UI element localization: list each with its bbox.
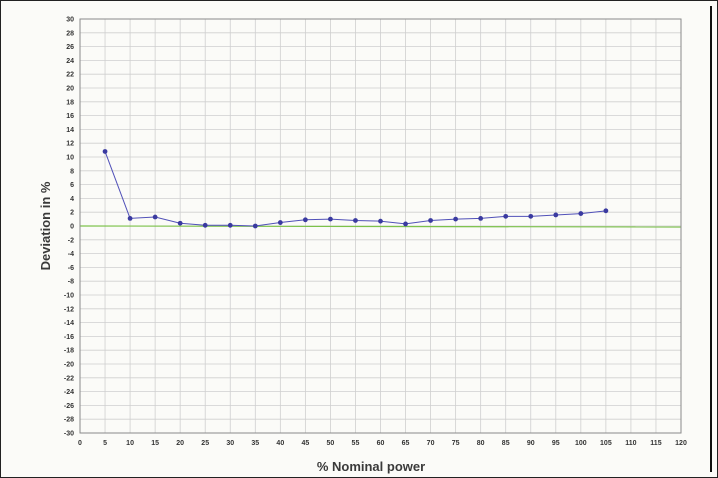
data-point (578, 211, 584, 216)
frame-right-edge (710, 6, 712, 472)
y-tick-label: 12 (66, 141, 74, 148)
data-point (478, 216, 484, 221)
data-point (102, 149, 108, 154)
y-tick-label: -20 (64, 362, 74, 369)
x-tick-label: 5 (103, 440, 107, 447)
data-point (202, 222, 208, 228)
data-point (553, 212, 559, 218)
x-axis-title: % Nominal power (317, 459, 425, 474)
y-tick-labels: 302826242220181614121086420-2-4-6-8-10-1… (64, 17, 74, 438)
x-tick-label: 95 (552, 440, 560, 447)
x-tick-label: 25 (201, 440, 209, 447)
x-tick-label: 65 (402, 440, 410, 447)
y-tick-label: -2 (68, 237, 74, 244)
x-tick-label: 30 (226, 440, 234, 447)
y-tick-label: 16 (66, 113, 74, 120)
x-tick-label: 55 (352, 440, 360, 447)
y-tick-label: 0 (70, 224, 74, 231)
x-tick-label: 105 (600, 440, 612, 447)
data-point (227, 222, 233, 228)
y-tick-label: -6 (68, 265, 74, 272)
data-point (453, 216, 459, 222)
data-point (528, 213, 534, 219)
x-tick-label: 85 (502, 440, 510, 447)
y-tick-label: 14 (66, 127, 74, 134)
y-tick-label: -22 (64, 375, 74, 382)
x-tick-label: 80 (477, 440, 485, 447)
data-point (302, 217, 308, 223)
data-point (428, 218, 433, 223)
y-tick-label: -16 (64, 334, 74, 341)
data-point (403, 221, 408, 227)
y-tick-label: 26 (66, 44, 74, 51)
zero-line (79, 225, 682, 228)
y-tick-label: 8 (70, 168, 74, 175)
x-tick-label: 10 (126, 440, 134, 447)
data-point (378, 218, 383, 224)
data-point (503, 213, 509, 219)
data-point (252, 223, 258, 229)
y-tick-label: 30 (66, 17, 74, 24)
x-tick-label: 90 (527, 440, 535, 447)
y-tick-label: -8 (68, 279, 74, 286)
y-tick-label: 4 (70, 196, 74, 203)
y-tick-label: -12 (64, 306, 74, 313)
x-tick-label: 75 (452, 440, 460, 447)
plot-area-border (79, 18, 682, 434)
x-tick-label: 120 (675, 440, 687, 447)
y-tick-label: -24 (64, 389, 74, 396)
y-tick-label: 6 (70, 182, 74, 189)
x-tick-label: 35 (251, 440, 259, 447)
x-tick-label: 115 (650, 440, 661, 447)
y-tick-label: 18 (66, 99, 74, 106)
y-tick-label: 20 (66, 86, 74, 93)
x-tick-label: 45 (301, 440, 309, 447)
y-tick-label: -10 (64, 293, 74, 300)
y-tick-label: -18 (64, 348, 74, 355)
y-tick-label: -26 (64, 403, 74, 410)
x-tick-label: 110 (625, 440, 636, 447)
data-point (127, 216, 133, 221)
x-tick-label: 40 (276, 440, 284, 447)
y-axis-title: Deviation in % (38, 181, 53, 270)
data-point (328, 216, 333, 222)
x-tick-label: 20 (176, 440, 184, 447)
y-tick-label: -4 (68, 251, 74, 258)
data-point (353, 218, 358, 223)
y-tick-label: 28 (66, 30, 74, 37)
x-tick-label: 70 (427, 440, 435, 447)
data-point (603, 208, 609, 214)
data-series (102, 149, 609, 229)
y-tick-label: -28 (64, 417, 74, 424)
y-tick-label: -14 (64, 320, 74, 327)
data-point (177, 220, 183, 226)
zero-reference-line (79, 225, 682, 228)
y-tick-label: 10 (66, 155, 74, 162)
x-tick-label: 50 (327, 440, 335, 447)
x-tick-labels: 0 5 10 15 20 25 30 35 40 45 50 55 60 65 70 75 80 85 90 95 10… (78, 440, 687, 447)
data-point (277, 220, 283, 225)
x-tick-label: 0 (78, 440, 82, 447)
x-tick-label: 60 (377, 440, 385, 447)
y-tick-label: 2 (70, 210, 74, 217)
x-tick-label: 15 (151, 440, 159, 447)
x-tick-label: 100 (575, 440, 587, 447)
y-tick-label: -30 (64, 431, 74, 438)
data-point (152, 214, 158, 220)
y-tick-label: 24 (66, 58, 74, 65)
y-tick-label: 22 (66, 72, 74, 79)
plot-border (79, 18, 682, 434)
